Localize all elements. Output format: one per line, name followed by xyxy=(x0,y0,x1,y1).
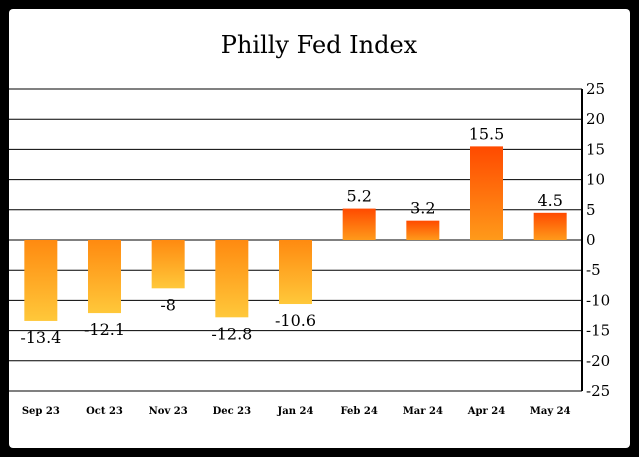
y-tick-label: 0 xyxy=(586,231,596,249)
y-tick-label: -15 xyxy=(586,322,610,340)
y-tick-label: 5 xyxy=(586,201,596,219)
data-label: -12.8 xyxy=(211,324,252,343)
x-tick-label: May 24 xyxy=(530,406,571,417)
x-tick-label: Apr 24 xyxy=(467,406,505,417)
x-tick-label: Feb 24 xyxy=(341,406,378,417)
bar xyxy=(533,212,567,240)
y-tick-label: -25 xyxy=(586,382,610,400)
chart-frame: Philly Fed Index -13.4 -12.1 -8 -12.8 -10.6 5… xyxy=(9,9,630,448)
x-tick-label: Jan 24 xyxy=(277,406,314,417)
data-label: -10.6 xyxy=(275,311,316,330)
data-label: 4.5 xyxy=(537,191,562,210)
y-axis-ticks: 25 20 15 10 5 0 -5 -10 -15 -20 -25 xyxy=(586,80,610,400)
y-tick-label: -20 xyxy=(586,352,610,370)
y-tick-label: 25 xyxy=(586,80,605,98)
bars xyxy=(24,146,567,321)
bar xyxy=(406,220,440,240)
x-tick-label: Nov 23 xyxy=(149,406,188,417)
bar xyxy=(279,240,312,305)
x-axis-ticks: Sep 23 Oct 23 Nov 23 Dec 23 Jan 24 Feb 24 Mar … xyxy=(22,406,571,417)
data-label: -13.4 xyxy=(20,328,61,347)
x-tick-label: Mar 24 xyxy=(403,406,443,417)
chart-title: Philly Fed Index xyxy=(221,31,418,59)
x-tick-label: Oct 23 xyxy=(86,406,123,417)
y-tick-label: -5 xyxy=(586,261,601,279)
bar xyxy=(88,240,121,314)
data-label: 5.2 xyxy=(346,187,371,206)
chart-svg: Philly Fed Index -13.4 -12.1 -8 -12.8 -10.6 5… xyxy=(9,31,610,417)
data-label: -12.1 xyxy=(84,320,125,339)
y-tick-label: 10 xyxy=(586,171,605,189)
bar xyxy=(24,240,58,321)
bar xyxy=(215,240,249,318)
y-tick-label: -10 xyxy=(586,291,610,309)
y-tick-label: 15 xyxy=(586,140,605,158)
x-tick-label: Dec 23 xyxy=(213,406,252,417)
bar xyxy=(470,146,503,240)
bar xyxy=(151,240,185,289)
bar xyxy=(342,208,376,240)
data-label: 15.5 xyxy=(469,124,505,143)
x-tick-label: Sep 23 xyxy=(22,406,60,417)
data-label: -8 xyxy=(160,295,176,314)
data-label: 3.2 xyxy=(410,199,435,218)
y-tick-label: 20 xyxy=(586,110,605,128)
data-labels: -13.4 -12.1 -8 -12.8 -10.6 5.2 3.2 15.5 4.5 xyxy=(20,124,563,347)
